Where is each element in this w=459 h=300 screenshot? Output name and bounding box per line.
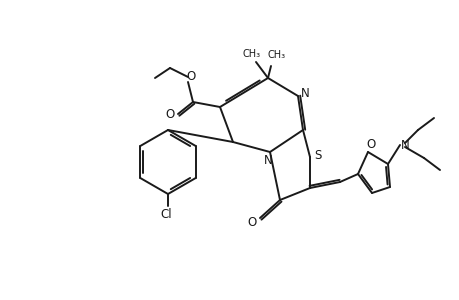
- Text: Cl: Cl: [160, 208, 172, 220]
- Text: N: N: [400, 139, 409, 152]
- Text: N: N: [263, 154, 272, 166]
- Text: O: O: [165, 107, 174, 121]
- Text: CH₃: CH₃: [242, 49, 261, 59]
- Text: N: N: [300, 86, 309, 100]
- Text: S: S: [313, 148, 321, 161]
- Text: O: O: [247, 215, 256, 229]
- Text: CH₃: CH₃: [267, 50, 285, 60]
- Text: O: O: [186, 70, 195, 83]
- Text: O: O: [365, 137, 375, 151]
